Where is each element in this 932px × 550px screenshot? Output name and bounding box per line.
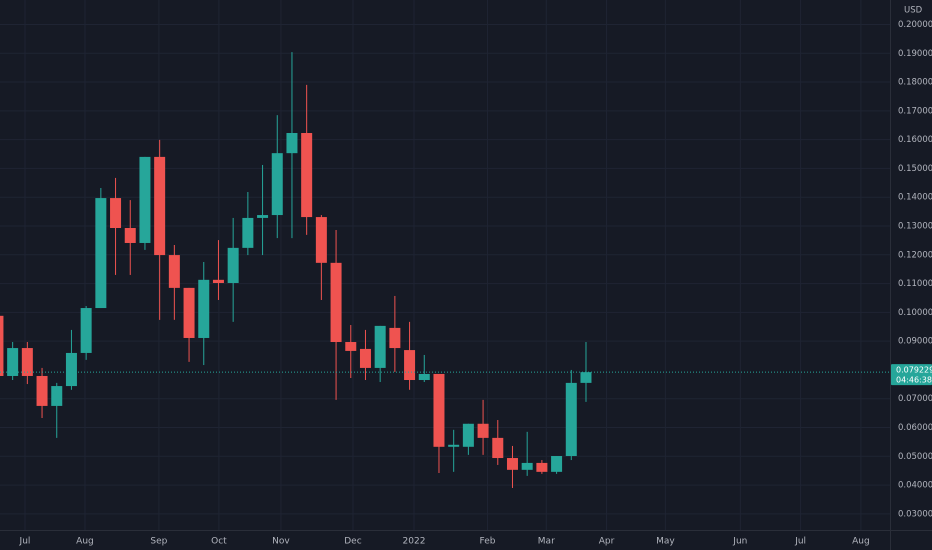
candle-body <box>330 262 342 343</box>
y-tick-label: 0.03000000 <box>898 509 932 519</box>
labels: 0.03000000 0.04000000 0.05000000 0.06000000… <box>19 20 932 547</box>
x-tick-label: Jul <box>794 537 806 547</box>
candle-body <box>286 133 298 154</box>
candle-body <box>198 279 210 338</box>
candle-body <box>212 279 224 283</box>
currency-label: USD <box>904 6 923 16</box>
x-tick-label: Jul <box>19 537 31 547</box>
candle-body <box>257 215 269 218</box>
candle-body <box>492 437 504 459</box>
candle-body <box>389 327 401 349</box>
candle-body <box>418 373 430 381</box>
x-tick-label: Nov <box>272 537 290 547</box>
candle-body <box>404 350 416 381</box>
candle-body <box>242 217 254 248</box>
x-tick-label: Sep <box>150 537 167 547</box>
y-tick-label: 0.11000000 <box>898 279 932 289</box>
x-tick-label: Aug <box>852 537 870 547</box>
last-price-box <box>891 364 932 386</box>
y-tick-label: 0.05000000 <box>898 452 932 462</box>
candle-body <box>168 255 180 288</box>
candle-body <box>271 153 283 216</box>
x-tick-label: May <box>656 537 675 547</box>
y-tick-label: 0.09000000 <box>898 337 932 347</box>
y-tick-label: 0.17000000 <box>898 106 932 116</box>
candle-body <box>110 198 122 229</box>
candle-body <box>154 156 166 256</box>
candle-body <box>0 315 4 376</box>
candle-body <box>580 372 592 383</box>
candle-body <box>51 386 63 406</box>
candle-body <box>448 444 460 447</box>
candle-body <box>433 373 445 447</box>
candle-body <box>565 382 577 457</box>
x-tick-label: Aug <box>76 537 94 547</box>
candles <box>0 52 592 488</box>
x-tick-label: Oct <box>211 537 227 547</box>
candle-body <box>21 348 33 376</box>
candle-body <box>227 247 239 283</box>
candle-body <box>124 228 136 243</box>
x-tick-label: Apr <box>599 537 615 547</box>
candle-body <box>506 458 518 470</box>
y-tick-label: 0.14000000 <box>898 193 932 203</box>
y-tick-label: 0.15000000 <box>898 164 932 174</box>
x-tick-label: Dec <box>344 537 361 547</box>
x-tick-label: Mar <box>538 537 555 547</box>
candle-body <box>80 308 92 353</box>
x-tick-label: Jun <box>732 537 747 547</box>
y-tick-label: 0.10000000 <box>898 308 932 318</box>
candle-body <box>7 348 19 376</box>
y-tick-label: 0.07000000 <box>898 394 932 404</box>
candle-body <box>477 423 489 438</box>
candle-body <box>315 217 327 263</box>
candle-body <box>36 375 48 406</box>
candle-body <box>139 156 151 243</box>
y-tick-label: 0.20000000 <box>898 20 932 30</box>
y-tick-label: 0.06000000 <box>898 423 932 433</box>
candle-body <box>374 325 386 368</box>
candle-body <box>95 198 107 309</box>
candle-body <box>65 352 77 387</box>
y-tick-label: 0.19000000 <box>898 49 932 59</box>
candle-body <box>301 133 313 218</box>
y-tick-label: 0.04000000 <box>898 481 932 491</box>
y-tick-label: 0.13000000 <box>898 221 932 231</box>
y-tick-label: 0.18000000 <box>898 78 932 88</box>
x-tick-label: 2022 <box>403 537 426 547</box>
y-tick-label: 0.12000000 <box>898 250 932 260</box>
candle-body <box>521 462 533 470</box>
candle-body <box>551 456 563 472</box>
y-tick-label: 0.16000000 <box>898 135 932 145</box>
candle-body <box>183 287 195 338</box>
candle-body <box>345 342 357 351</box>
candle-body <box>359 348 371 368</box>
grid <box>0 0 890 530</box>
candle-body <box>462 423 474 447</box>
x-tick-label: Feb <box>480 537 496 547</box>
countdown-label: 04:46:38 <box>896 376 932 385</box>
candle-body <box>536 462 548 472</box>
last-price-label: 0.07922993 <box>896 366 932 375</box>
